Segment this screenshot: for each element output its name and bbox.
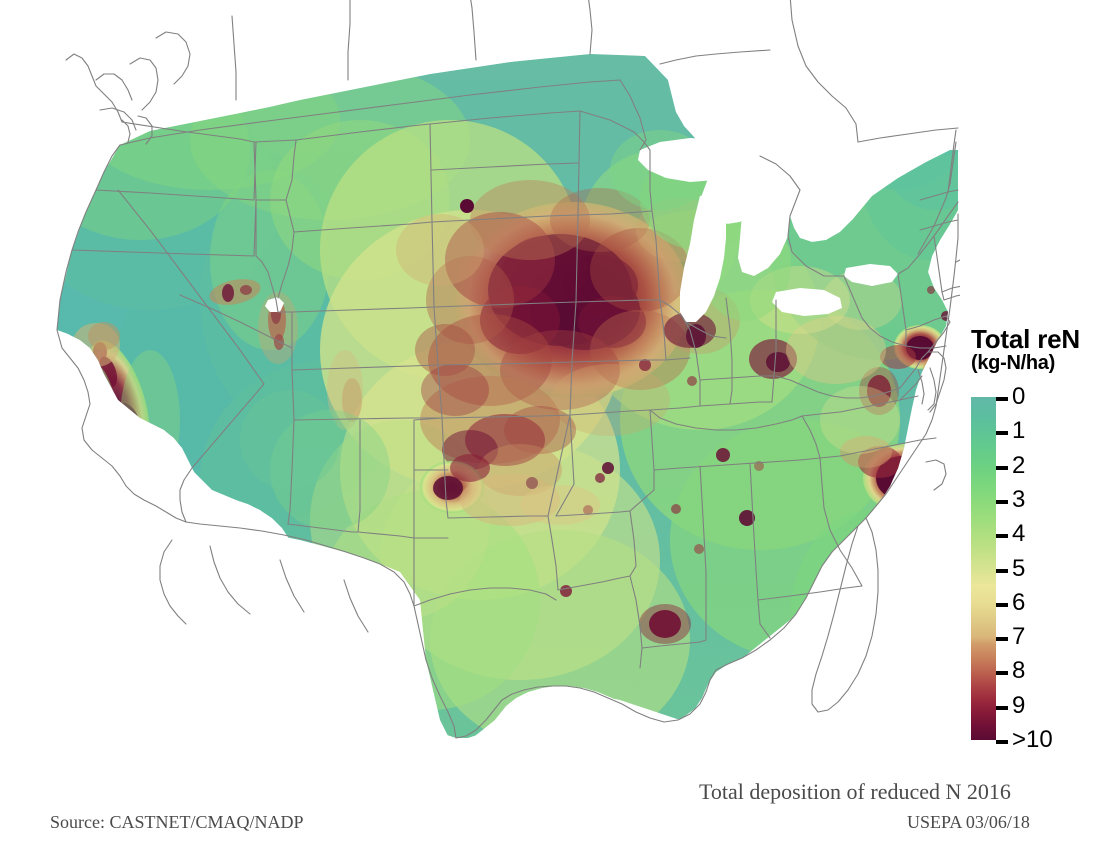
colorbar-gradient xyxy=(971,397,996,740)
source-credit: Source: CASTNET/CMAQ/NADP xyxy=(50,812,304,832)
figure-caption: Total deposition of reduced N 2016 xyxy=(699,779,1011,804)
colorbar-tick-label: 3 xyxy=(1012,485,1026,513)
colorbar-tick-label: 6 xyxy=(1012,588,1026,616)
colorbar-tick xyxy=(996,671,1008,676)
outside-conus-mask xyxy=(0,0,960,790)
colorbar-tick-label: 0 xyxy=(1012,383,1026,410)
water-bodies xyxy=(265,138,898,322)
colorbar-tick xyxy=(996,740,1008,744)
colorbar-tick xyxy=(996,499,1008,504)
deposition-map xyxy=(0,0,960,790)
legend: Total reN (kg-N/ha) 0 1 2 3 4 5 6 7 8 9 xyxy=(963,326,1100,756)
colorbar-tick xyxy=(996,465,1008,470)
colorbar-tick xyxy=(996,637,1008,642)
colorbar-tick-label: 8 xyxy=(1012,657,1026,685)
colorbar-wrap: 0 1 2 3 4 5 6 7 8 9 >10 xyxy=(971,385,1100,752)
political-boundaries xyxy=(56,0,960,739)
map-svg xyxy=(0,0,960,790)
colorbar-tick xyxy=(996,534,1008,539)
colorbar-tick-label: 4 xyxy=(1012,520,1026,548)
agency-credit: USEPA 03/06/18 xyxy=(907,812,1030,832)
legend-title: Total reN xyxy=(971,324,1080,354)
colorbar-tick-label: 1 xyxy=(1012,417,1026,445)
colorbar-tick xyxy=(996,705,1008,710)
legend-subtitle: (kg-N/ha) xyxy=(971,351,1055,374)
colorbar-tick xyxy=(996,568,1008,573)
colorbar-tick-label: >10 xyxy=(1012,726,1053,753)
colorbar-tick xyxy=(996,602,1008,607)
colorbar-tick xyxy=(996,397,1008,401)
colorbar-tick-label: 9 xyxy=(1012,691,1026,719)
colorbar-tick-label: 5 xyxy=(1012,554,1026,582)
colorbar-tick-label: 7 xyxy=(1012,623,1026,651)
colorbar-tick-label: 2 xyxy=(1012,451,1026,479)
colorbar-tick xyxy=(996,431,1008,436)
